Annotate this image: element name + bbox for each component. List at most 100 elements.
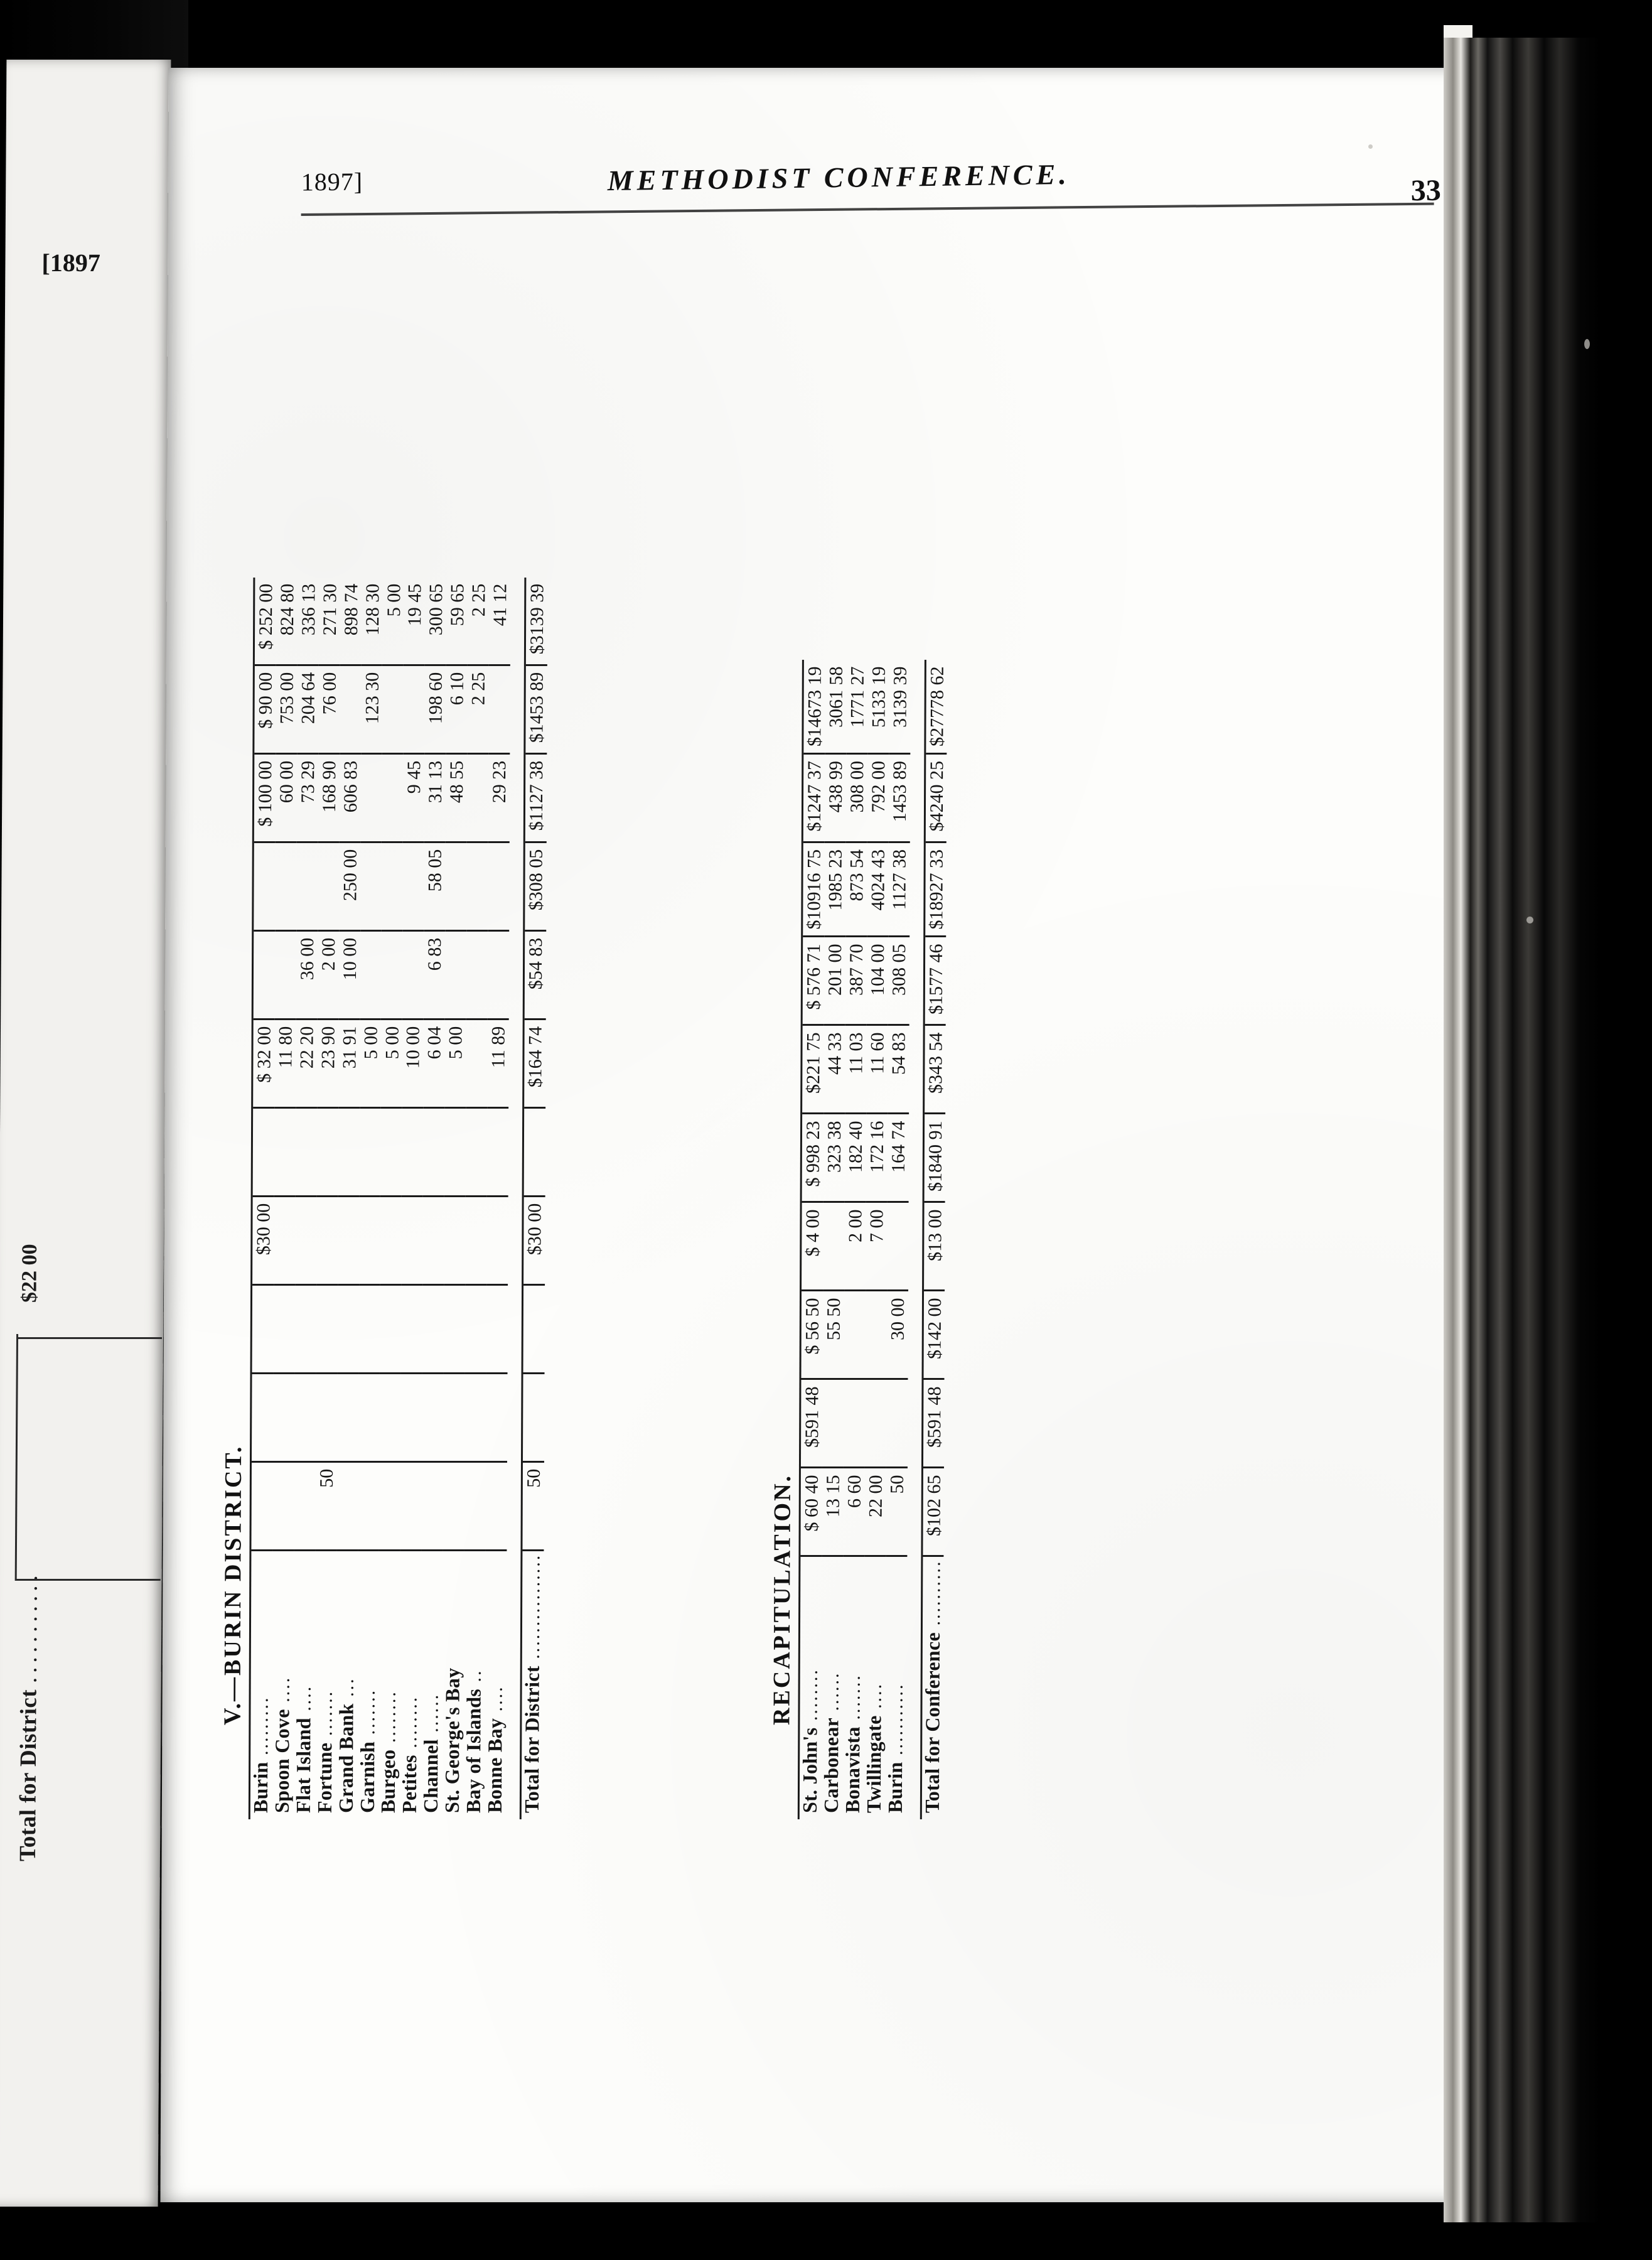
total-cell: $1127 38 xyxy=(524,753,547,842)
recap-cell: 5133 19 xyxy=(867,660,889,754)
leader-dots: ........... xyxy=(885,1682,907,1762)
burin-cell xyxy=(382,753,404,842)
burin-cell xyxy=(360,930,382,1020)
burin-cell xyxy=(488,665,510,754)
leader-dots: ........ xyxy=(800,1668,822,1728)
burin-cell xyxy=(294,1373,316,1462)
total-cell: $18927 33 xyxy=(924,842,947,937)
burin-cell: 5 00 xyxy=(380,1019,402,1108)
burin-label: Burgeo ........ xyxy=(377,1690,400,1813)
burin-label: Burin ......... xyxy=(249,1550,273,1819)
recap-cell xyxy=(886,1379,908,1468)
burin-cell xyxy=(358,1373,380,1462)
burin-cell: 198 60 xyxy=(424,665,446,754)
recap-cell: 44 33 xyxy=(823,1025,845,1114)
total-cell: $591 48 xyxy=(921,1379,945,1468)
recap-cell: 1453 89 xyxy=(888,753,910,842)
burin-label: Grand Bank ... xyxy=(334,1677,358,1813)
recap-cell: 104 00 xyxy=(866,936,888,1025)
burin-cell: 6 04 xyxy=(423,1019,445,1108)
burin-cell: 6 83 xyxy=(423,930,446,1020)
bleed-amount: $22 00 xyxy=(18,1244,41,1303)
burin-cell xyxy=(466,930,488,1020)
burin-cell: 60 00 xyxy=(275,753,297,842)
burin-cell xyxy=(296,842,318,931)
burin-cell: 250 00 xyxy=(338,842,360,931)
burin-label: Bonne Bay .... xyxy=(483,1685,507,1813)
leader-dots: ...... xyxy=(421,1692,442,1740)
burin-cell xyxy=(487,930,510,1020)
burin-cell xyxy=(272,1461,294,1551)
burin-cell xyxy=(380,1107,402,1197)
recap-cell xyxy=(843,1379,866,1468)
bleed-leader-dots: ........... xyxy=(16,1571,43,1684)
burin-cell xyxy=(357,1461,380,1551)
leader-dots: ... xyxy=(336,1677,358,1704)
burin-cell xyxy=(251,1284,274,1374)
page-sheet: 1897] METHODIST CONFERENCE. 33 V.—BURIN … xyxy=(160,68,1481,2202)
total-label: Total for Conference .......... xyxy=(920,1556,944,1819)
burin-cell xyxy=(403,665,426,754)
leader-dots: ...... xyxy=(822,1671,843,1718)
leader-dots: ........ xyxy=(378,1690,400,1750)
burin-cell xyxy=(465,1107,488,1197)
leader-dots: ....... xyxy=(315,1689,336,1743)
total-cell: $1577 46 xyxy=(923,936,947,1025)
burin-cell xyxy=(486,1107,509,1197)
burin-cell xyxy=(275,842,297,931)
leader-dots: .... xyxy=(864,1682,886,1716)
recap-cell: 308 05 xyxy=(888,936,909,1025)
burin-cell xyxy=(444,1196,466,1285)
burin-cell xyxy=(443,1373,465,1462)
burin-cell xyxy=(466,1019,488,1108)
table-total-row: Total for District ................ 50 $3… xyxy=(520,577,547,1819)
burin-cell: 10 00 xyxy=(338,930,360,1020)
burin-cell xyxy=(485,1461,507,1551)
burin-cell xyxy=(486,1284,508,1374)
burin-cell xyxy=(337,1284,359,1374)
total-cell xyxy=(522,1373,545,1462)
recap-cell: $ 56 50 xyxy=(800,1290,823,1379)
recap-cell xyxy=(865,1290,887,1379)
leader-dots: ....... xyxy=(843,1674,864,1727)
recap-cell: $591 48 xyxy=(800,1379,823,1468)
recap-cell: 1127 38 xyxy=(888,842,909,937)
recapitulation-title: RECAPITULATION. xyxy=(768,1473,796,1725)
total-cell: $3139 39 xyxy=(525,577,547,665)
burin-cell: 5 00 xyxy=(359,1019,381,1108)
dust-speck xyxy=(1584,339,1590,349)
burin-cell xyxy=(379,1373,401,1462)
burin-cell xyxy=(378,1461,401,1551)
total-cell xyxy=(522,1284,545,1374)
total-cell: $13 00 xyxy=(923,1202,945,1291)
burin-cell xyxy=(273,1284,295,1374)
scan-top-border xyxy=(0,0,1652,72)
burin-cell xyxy=(444,930,467,1020)
leader-dots: ................ xyxy=(522,1553,544,1666)
burin-cell: $30 00 xyxy=(251,1196,274,1285)
burin-cell: 6 10 xyxy=(446,665,468,754)
total-cell xyxy=(523,1107,545,1197)
burin-cell: 2 25 xyxy=(467,665,489,754)
burin-cell xyxy=(443,1284,466,1374)
burin-cell xyxy=(464,1373,486,1462)
burin-label: Flat Island .... xyxy=(291,1684,315,1813)
burin-cell xyxy=(488,842,510,931)
burin-cell xyxy=(466,753,489,842)
burin-cell xyxy=(250,1461,273,1551)
recap-cell: $1247 37 xyxy=(802,753,825,842)
recap-cell: 50 xyxy=(886,1467,908,1556)
burin-cell xyxy=(444,1107,466,1197)
recap-cell xyxy=(822,1379,844,1468)
total-cell: $30 00 xyxy=(522,1196,545,1285)
burin-cell: 19 45 xyxy=(404,577,426,665)
burin-label: Channel ...... xyxy=(419,1692,442,1813)
total-cell: $27778 62 xyxy=(925,660,948,754)
recap-label: St. John's ........ xyxy=(798,1556,822,1819)
burin-cell xyxy=(422,1284,444,1374)
burin-cell: $ 252 00 xyxy=(254,577,276,665)
burin-cell: 11 89 xyxy=(487,1019,509,1108)
bleed-rule-horizontal-2 xyxy=(14,1579,161,1581)
recap-cell xyxy=(844,1290,866,1379)
burin-cell: 2 25 xyxy=(467,577,490,665)
